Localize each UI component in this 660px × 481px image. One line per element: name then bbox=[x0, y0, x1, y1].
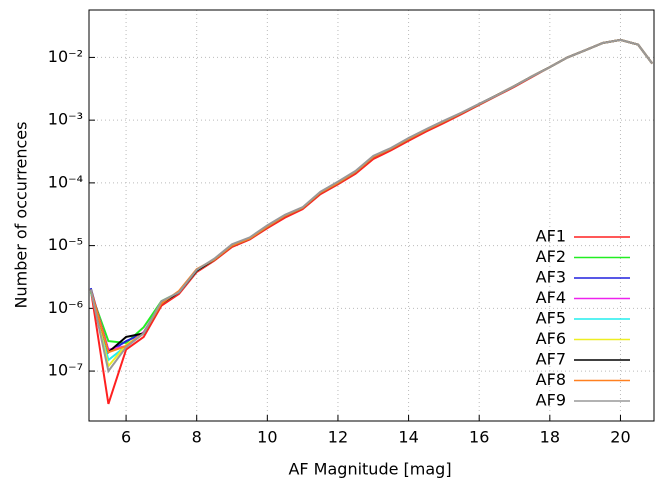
data-line bbox=[89, 38, 654, 354]
series bbox=[89, 38, 654, 354]
data-line bbox=[89, 38, 654, 362]
legend-label: AF9 bbox=[536, 391, 566, 410]
series bbox=[89, 38, 654, 354]
x-tick-label: 16 bbox=[469, 428, 489, 447]
legend-label: AF4 bbox=[536, 288, 566, 307]
x-tick-label: 8 bbox=[192, 428, 202, 447]
x-tick-label: 18 bbox=[540, 428, 560, 447]
legend-label: AF6 bbox=[536, 329, 566, 348]
y-axis-label: Number of occurrences bbox=[12, 122, 31, 309]
series bbox=[89, 38, 654, 351]
x-tick-label: 10 bbox=[257, 428, 277, 447]
legend-label: AF8 bbox=[536, 370, 566, 389]
x-tick-label: 12 bbox=[328, 428, 348, 447]
legend-label: AF3 bbox=[536, 268, 566, 287]
y-tick-label: 10⁻⁴ bbox=[48, 172, 83, 191]
x-tick-label: 14 bbox=[398, 428, 418, 447]
y-tick-label: 10⁻⁶ bbox=[48, 298, 83, 317]
legend-label: AF1 bbox=[536, 227, 566, 246]
x-axis-label: AF Magnitude [mag] bbox=[288, 460, 451, 479]
y-tick-label: 10⁻⁷ bbox=[48, 361, 83, 380]
series bbox=[89, 38, 654, 354]
series bbox=[89, 38, 654, 374]
data-line bbox=[89, 38, 654, 354]
y-tick-label: 10⁻³ bbox=[48, 110, 83, 129]
series bbox=[89, 38, 654, 362]
legend-label: AF7 bbox=[536, 350, 566, 369]
y-tick-label: 10⁻² bbox=[48, 47, 83, 66]
legend-label: AF2 bbox=[536, 247, 566, 266]
legend-label: AF5 bbox=[536, 309, 566, 328]
plot-frame bbox=[88, 9, 655, 422]
y-tick-label: 10⁻⁵ bbox=[48, 235, 83, 254]
data-line bbox=[89, 38, 654, 369]
x-tick-label: 20 bbox=[610, 428, 630, 447]
data-line bbox=[89, 38, 654, 405]
data-line bbox=[89, 38, 654, 374]
data-line bbox=[89, 38, 654, 351]
series bbox=[89, 38, 654, 405]
x-tick-label: 6 bbox=[121, 428, 131, 447]
series bbox=[89, 38, 654, 369]
data-line bbox=[89, 38, 654, 354]
